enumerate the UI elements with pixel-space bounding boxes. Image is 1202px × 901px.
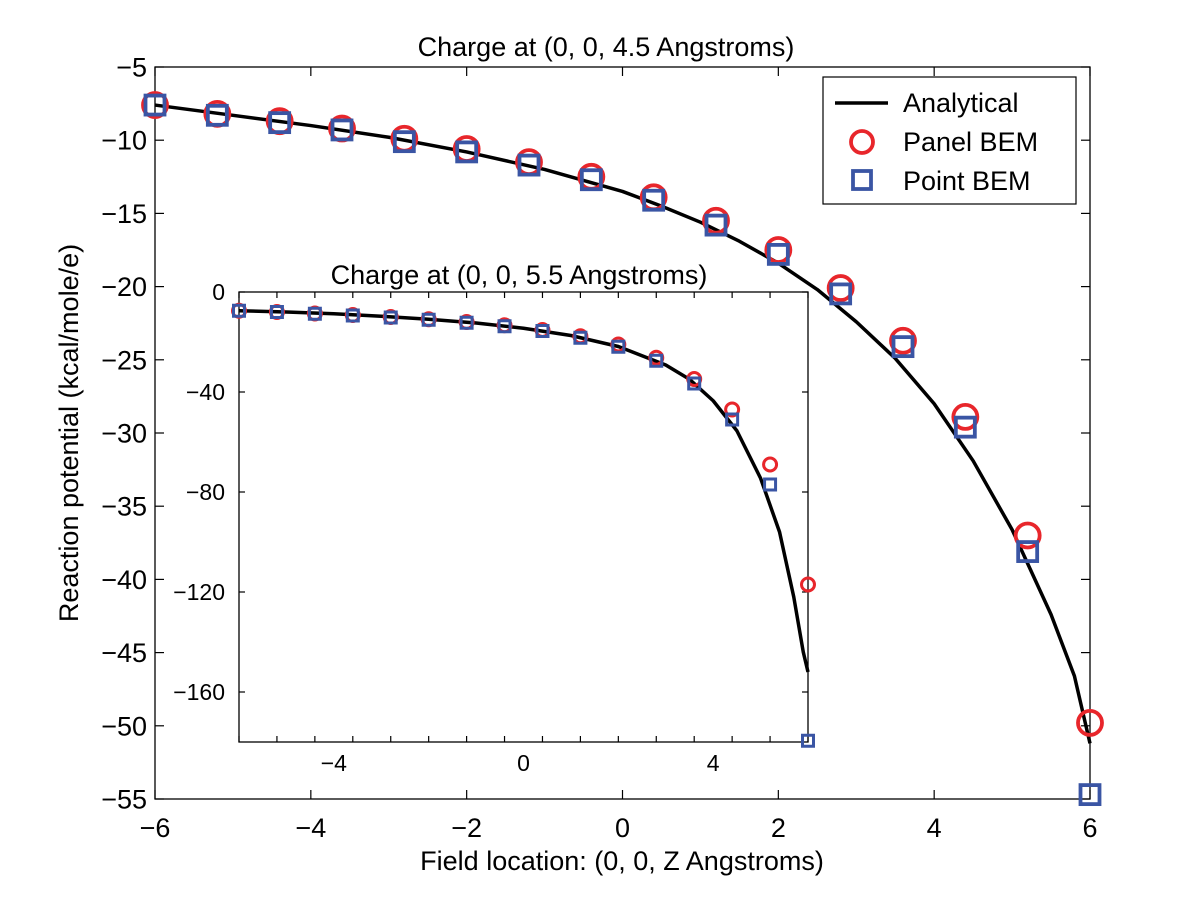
panel-bem-point	[141, 91, 169, 119]
point-bem-point	[269, 305, 284, 319]
point-bem-point	[268, 111, 292, 135]
inset-y-ticks: 0 −40 −80 −120 −160	[173, 279, 808, 705]
panel-bem-point	[826, 274, 855, 302]
legend-box	[822, 76, 1077, 205]
main-x-ticks: −6 −4 −2 0 2 4 6	[140, 67, 1098, 843]
point-bem-point	[953, 415, 977, 439]
panel-bem-point	[800, 576, 816, 593]
x-tick-label: 4	[707, 750, 720, 776]
point-bem-point	[383, 310, 398, 325]
point-bem-point	[801, 733, 815, 748]
point-bem-point	[517, 153, 541, 177]
point-bem-point	[573, 330, 588, 345]
legend-panel-swatch	[849, 129, 875, 155]
legend-point-label: Point BEM	[903, 166, 1031, 196]
panel-bem-point	[1076, 708, 1104, 737]
y-tick-label: −40	[101, 565, 147, 595]
inset-series	[231, 302, 816, 748]
panel-bem-point	[724, 401, 741, 418]
y-tick-label: −30	[101, 418, 147, 448]
point-bem-point	[766, 242, 790, 266]
point-bem-point	[1078, 783, 1102, 807]
y-tick-label: −160	[173, 679, 225, 705]
x-tick-label: −4	[321, 750, 347, 776]
x-tick-label: 0	[615, 813, 630, 843]
main-y-axis-label: Reaction potential (kcal/mole/e)	[54, 244, 84, 622]
x-tick-label: 0	[517, 750, 530, 776]
point-bem-point	[579, 168, 603, 192]
point-bem-point	[891, 335, 915, 359]
point-bem-point	[497, 319, 512, 334]
point-bem-point	[687, 376, 702, 391]
y-tick-label: −40	[186, 379, 225, 405]
inset-x-ticks: −4 0 4	[238, 292, 809, 776]
legend-point-swatch	[851, 169, 873, 191]
point-bem-point	[725, 412, 740, 427]
panel-bem-point	[1013, 521, 1042, 550]
analytical-line	[154, 103, 1092, 744]
point-bem-point	[307, 306, 322, 321]
x-tick-label: −6	[140, 813, 171, 843]
point-bem-point	[649, 353, 664, 368]
main-x-axis-label: Field location: (0, 0, Z Angstroms)	[420, 846, 824, 876]
point-bem-point	[345, 308, 360, 323]
point-bem-point	[763, 477, 778, 492]
x-tick-label: 4	[927, 813, 942, 843]
y-tick-label: −25	[101, 345, 147, 375]
point-bem-point	[704, 213, 728, 237]
y-tick-label: 0	[212, 279, 225, 305]
y-tick-label: −45	[101, 638, 147, 668]
point-bem-point	[642, 188, 666, 212]
y-tick-label: −120	[173, 579, 225, 605]
panel-bem-point	[762, 456, 779, 473]
point-bem-point	[455, 140, 479, 164]
y-tick-label: −5	[116, 52, 147, 82]
y-tick-label: −20	[101, 272, 147, 302]
point-bem-point	[143, 93, 167, 117]
main-y-ticks: −5−10−15−20−25−30−35−40−45−50−55	[101, 52, 1090, 814]
y-tick-label: −80	[186, 479, 225, 505]
point-bem-point	[205, 103, 229, 127]
y-tick-label: −50	[101, 711, 147, 741]
main-chart-title: Charge at (0, 0, 4.5 Angstroms)	[418, 32, 795, 62]
point-bem-point	[535, 324, 550, 338]
point-bem-point	[232, 303, 246, 318]
x-tick-label: −2	[451, 813, 482, 843]
x-tick-label: 2	[771, 813, 786, 843]
point-bem-point	[459, 315, 474, 330]
point-bem-point	[611, 339, 626, 354]
point-bem-point	[829, 282, 853, 306]
x-tick-label: −4	[295, 813, 326, 843]
legend-analytical-label: Analytical	[903, 88, 1019, 118]
point-bem-point	[421, 312, 436, 327]
panel-bem-point	[951, 402, 980, 431]
y-tick-label: −55	[101, 784, 147, 814]
x-tick-label: 6	[1082, 813, 1097, 843]
y-tick-label: −35	[101, 492, 147, 522]
point-bem-point	[1016, 540, 1040, 563]
main-series	[141, 91, 1104, 807]
inset-chart-title: Charge at (0, 0, 5.5 Angstroms)	[331, 260, 708, 290]
analytical-line	[238, 309, 810, 673]
inset-plot-frame	[238, 291, 809, 743]
panel-bem-point	[889, 326, 917, 355]
legend: Analytical Panel BEM Point BEM	[822, 76, 1077, 205]
legend-panel-label: Panel BEM	[903, 127, 1038, 157]
point-bem-point	[330, 118, 354, 142]
inset-chart: Charge at (0, 0, 5.5 Angstroms) −4 0 4 0−4…	[173, 260, 816, 776]
y-tick-label: −15	[101, 199, 147, 229]
y-tick-label: −10	[101, 126, 147, 156]
point-bem-point	[392, 130, 416, 154]
